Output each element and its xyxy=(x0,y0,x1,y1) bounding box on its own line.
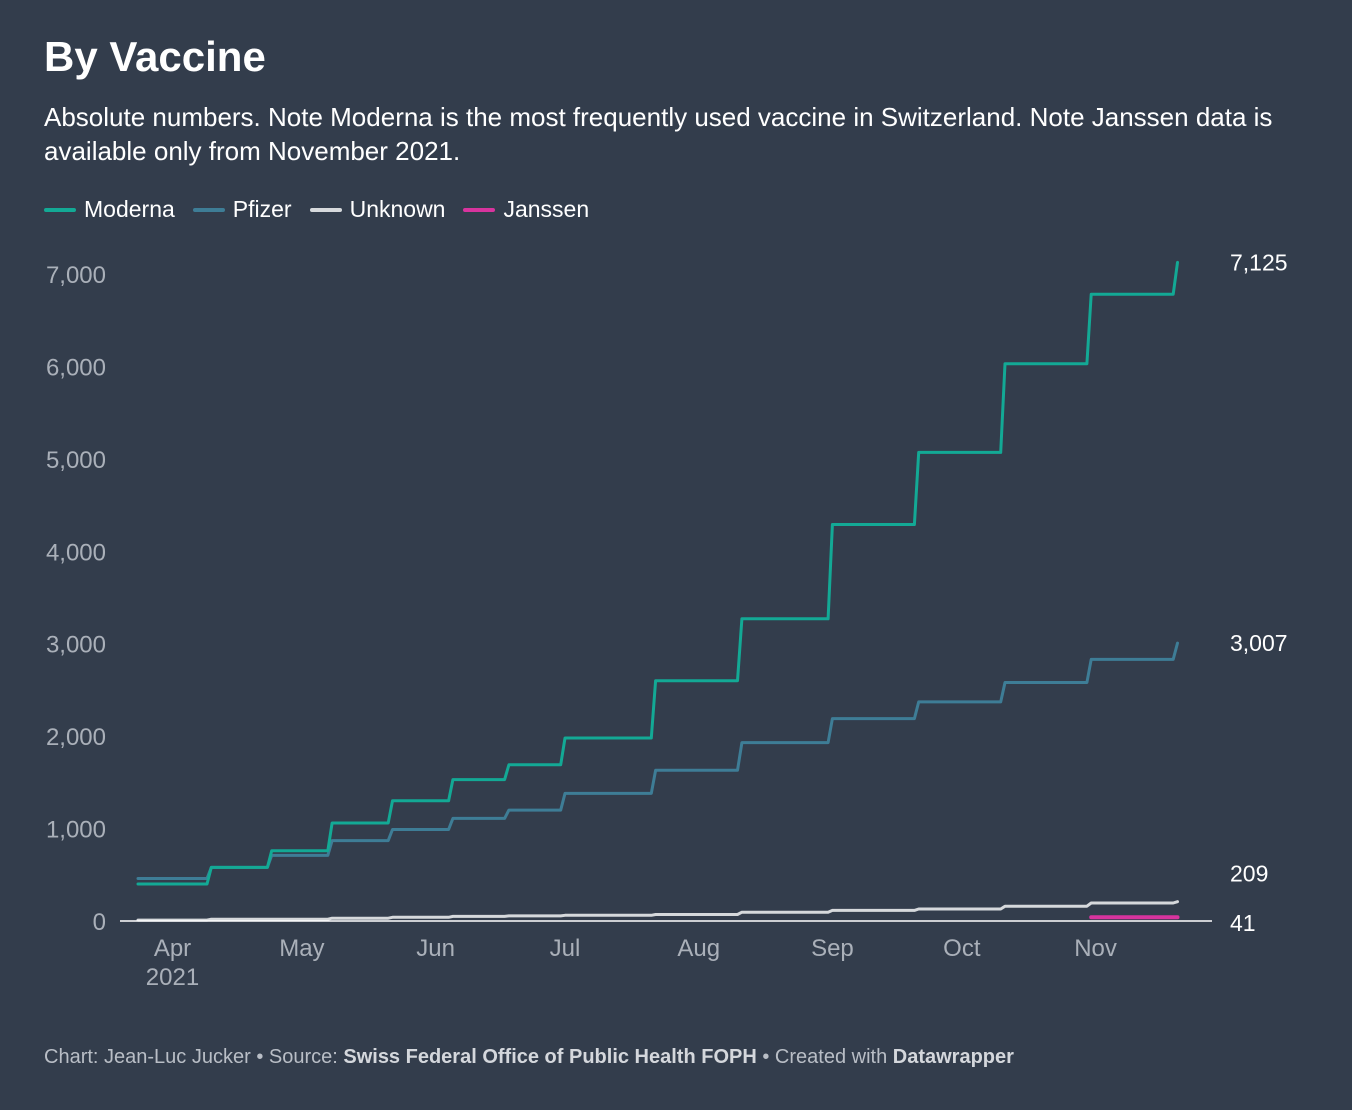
y-tick-label: 0 xyxy=(93,909,106,936)
footer: Chart: Jean-Luc Jucker • Source: Swiss F… xyxy=(44,1046,1014,1069)
x-tick-sublabel: 2021 xyxy=(146,964,199,991)
chart-subtitle: Absolute numbers. Note Moderna is the mo… xyxy=(44,102,1273,166)
footer-tool: Datawrapper xyxy=(892,1046,1014,1068)
legend-item-moderna: Moderna xyxy=(44,196,175,223)
x-tick-label: Sep xyxy=(811,935,854,962)
x-tick-label: Jun xyxy=(416,935,455,962)
end-label-pfizer: 3,007 xyxy=(1230,630,1288,656)
legend-label-moderna: Moderna xyxy=(84,196,175,222)
x-tick-label: Nov xyxy=(1074,935,1117,962)
legend-item-pfizer: Pfizer xyxy=(192,196,292,223)
footer-source: Swiss Federal Office of Public Health FO… xyxy=(343,1046,757,1068)
x-tick-label: Jul xyxy=(550,935,581,962)
y-tick-label: 3,000 xyxy=(46,632,106,659)
legend-label-janssen: Janssen xyxy=(503,196,590,222)
legend-swatch-moderna xyxy=(44,207,76,212)
x-tick-label: May xyxy=(279,935,324,962)
y-tick-label: 2,000 xyxy=(46,724,106,751)
y-tick-label: 1,000 xyxy=(46,817,106,844)
legend-item-unknown: Unknown xyxy=(309,196,446,223)
footer-credit: Chart: Jean-Luc Jucker • Source: xyxy=(44,1046,344,1068)
y-tick-label: 7,000 xyxy=(46,262,106,289)
legend-swatch-unknown xyxy=(309,207,342,212)
series-line-pfizer xyxy=(136,641,1179,880)
y-tick-label: 5,000 xyxy=(46,447,106,474)
end-label-janssen: 41 xyxy=(1230,910,1256,936)
end-label-unknown: 209 xyxy=(1230,861,1268,887)
legend-swatch-pfizer xyxy=(192,207,225,212)
legend-item-janssen: Janssen xyxy=(463,196,589,223)
y-tick-label: 6,000 xyxy=(46,354,106,381)
series-line-unknown xyxy=(136,900,1179,922)
legend-label-unknown: Unknown xyxy=(349,196,446,222)
legend: Moderna Pfizer Unknown Janssen xyxy=(44,196,607,223)
legend-swatch-janssen xyxy=(463,207,496,212)
footer-created: • Created with xyxy=(756,1046,893,1068)
series-line-moderna xyxy=(136,260,1179,886)
x-tick-label: Aug xyxy=(677,935,720,962)
x-tick-label: Apr xyxy=(154,935,191,962)
x-tick-label: Oct xyxy=(943,935,981,962)
legend-label-pfizer: Pfizer xyxy=(232,196,292,222)
chart-title: By Vaccine xyxy=(44,33,266,80)
end-label-moderna: 7,125 xyxy=(1230,249,1288,275)
y-tick-label: 4,000 xyxy=(46,539,106,566)
